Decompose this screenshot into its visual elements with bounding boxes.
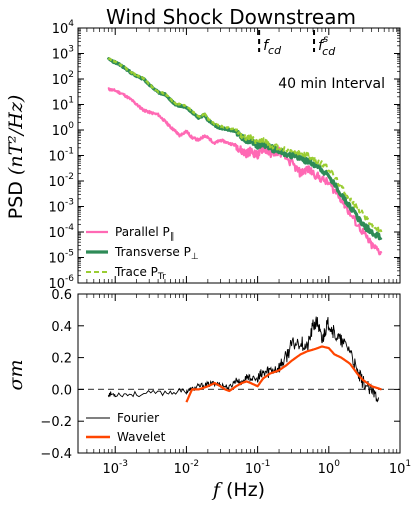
psd-ytick-label-7: 10-3 <box>48 198 74 216</box>
x-axis-label-symbol: f <box>211 479 223 501</box>
frequency-markers: fcd fs cd <box>258 30 336 58</box>
psd-ytick-label-5: 10-1 <box>48 147 74 165</box>
psd-y-axis-label-prefix: PSD <box>5 175 27 219</box>
x-axis-label-units: (Hz) <box>220 479 265 501</box>
sigma-ytick-label-3: 0.0 <box>51 383 72 398</box>
psd-line-trace <box>107 57 383 233</box>
psd-legend-label-parallel: Parallel P∥ <box>115 225 174 242</box>
psd-ytick-label-9: 10-5 <box>48 249 74 267</box>
sigma-xtick-label-4: 101 <box>389 459 411 477</box>
sigma-xtick-label-3: 100 <box>318 459 341 477</box>
psd-ytick-label-6: 10-2 <box>48 172 74 190</box>
psd-y-axis-label-units: (nT²/Hz) <box>5 95 27 175</box>
psd-panel: fcd fs cd 10410310210110010-110-210-310-41… <box>5 19 401 292</box>
sigma-xtick-label-1: 10-2 <box>174 459 200 477</box>
sigma-xtick-label-2: 10-1 <box>245 459 271 477</box>
psd-legend-label-trace: Trace PTr <box>114 265 166 282</box>
x-axis-label: f (Hz) <box>211 479 265 501</box>
psd-legend: Parallel P∥ Transverse P⊥ Trace PTr <box>86 225 199 282</box>
psd-plot-frame <box>77 27 401 284</box>
sigma-y-ticks: 0.6 0.4 0.2 0.0 −0.2 −0.4 <box>40 288 400 462</box>
sigma-ytick-label-0: 0.6 <box>51 288 72 303</box>
psd-ytick-label-8: 10-4 <box>48 223 74 241</box>
sigma-legend-label-fourier: Fourier <box>117 411 159 425</box>
marker-label-1: fs cd <box>318 34 336 58</box>
psd-legend-label-transverse: Transverse P⊥ <box>114 245 199 262</box>
psd-series-lines <box>106 57 383 256</box>
psd-ytick-label-3: 101 <box>52 96 74 114</box>
sigma-plot-frame <box>77 293 401 454</box>
sigma-series-lines <box>107 316 382 403</box>
sigma-panel: 0.60.40.20.0−0.2−0.4 10-3 10-2 10-1 100 101 … <box>5 288 411 477</box>
sigma-ytick-label-5: −0.4 <box>40 447 72 462</box>
sigma-ytick-label-4: −0.2 <box>40 415 72 430</box>
sigma-ytick-label-1: 0.4 <box>51 320 72 335</box>
psd-y-axis-label: PSD (nT²/Hz) <box>5 95 27 220</box>
chart-title: Wind Shock Downstream <box>106 5 356 29</box>
psd-x-ticks <box>86 28 401 283</box>
sigma-legend-label-wavelet: Wavelet <box>117 430 166 444</box>
marker-label-0: fcd <box>263 38 282 57</box>
psd-ytick-label-0: 104 <box>52 19 75 37</box>
psd-ytick-label-10: 10-6 <box>48 274 74 292</box>
sigma-ytick-label-2: 0.2 <box>51 352 72 367</box>
sigma-y-axis-label: σm <box>5 360 27 391</box>
psd-ytick-label-2: 102 <box>52 70 74 88</box>
sigma-line-fourier <box>107 316 380 403</box>
psd-ytick-label-4: 100 <box>52 121 75 139</box>
psd-y-ticks: 104 103 102 101 100 10-1 10-2 10-3 10-4 10-5 10-6 <box>48 19 400 292</box>
sigma-xtick-label-0: 10-3 <box>102 459 128 477</box>
sigma-x-ticks: 10-3 10-2 10-1 100 101 <box>86 294 411 477</box>
sigma-line-wavelet <box>185 345 382 403</box>
sigma-legend: Fourier Wavelet <box>86 411 166 444</box>
psd-line-parallel <box>107 87 383 256</box>
psd-ytick-label-1: 103 <box>52 45 74 63</box>
interval-annotation: 40 min Interval <box>278 76 385 92</box>
